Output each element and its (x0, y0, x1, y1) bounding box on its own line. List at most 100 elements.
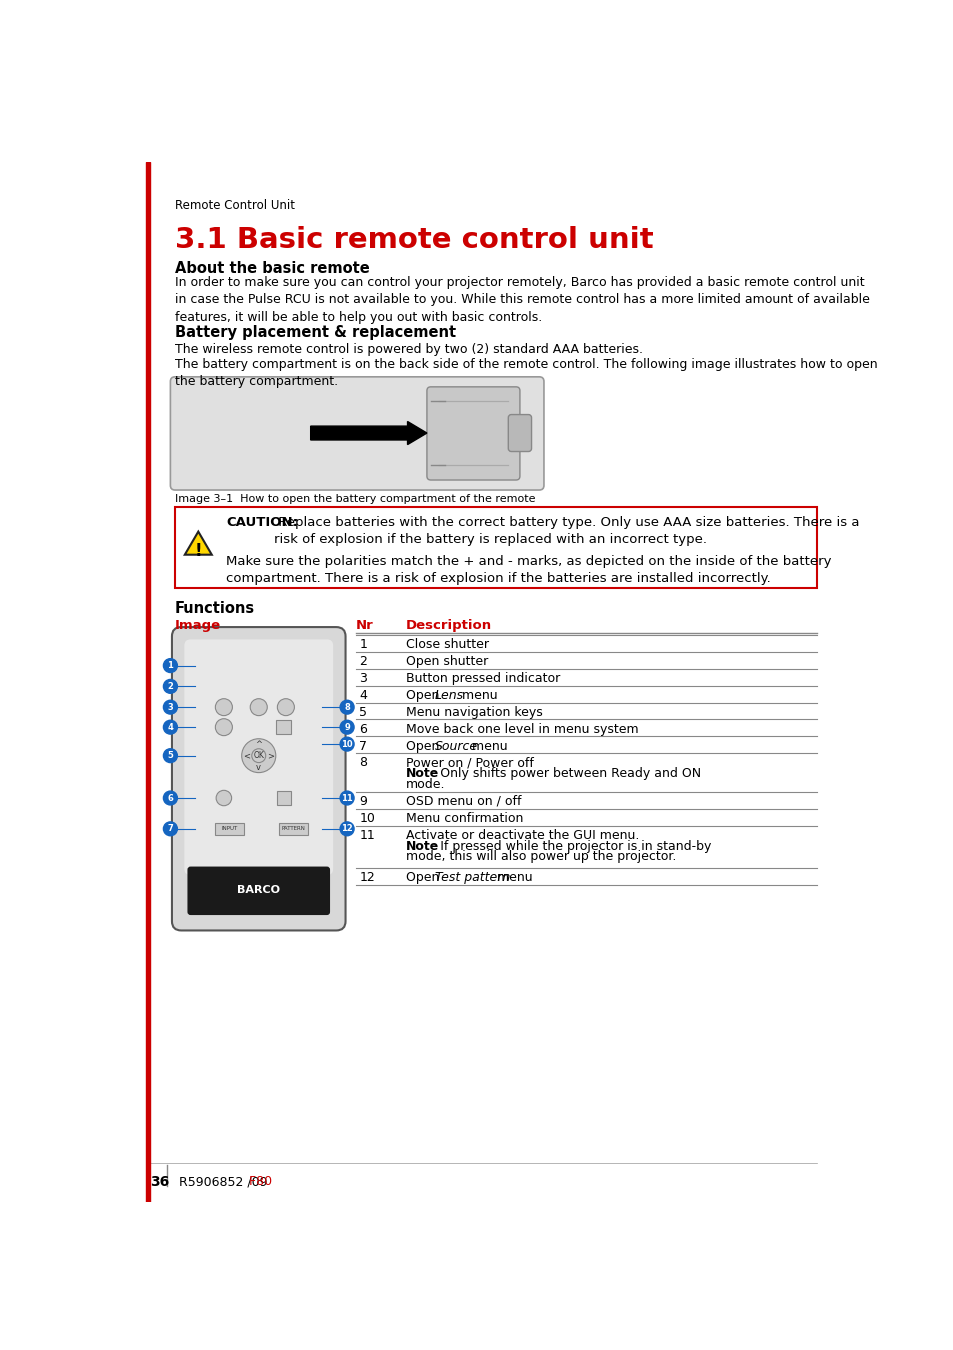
Text: 6: 6 (359, 722, 367, 736)
Circle shape (163, 822, 177, 836)
Text: 2: 2 (168, 682, 173, 691)
FancyArrow shape (311, 421, 427, 444)
Text: Open: Open (406, 688, 443, 702)
FancyBboxPatch shape (508, 414, 531, 451)
Circle shape (215, 718, 233, 736)
Text: 3: 3 (359, 672, 367, 684)
Text: 11: 11 (341, 794, 353, 802)
Circle shape (340, 822, 354, 836)
Text: CAUTION:: CAUTION: (226, 516, 298, 529)
Circle shape (340, 791, 354, 805)
Text: OSD menu on / off: OSD menu on / off (406, 795, 521, 807)
Text: Replace batteries with the correct battery type. Only use AAA size batteries. Th: Replace batteries with the correct batte… (274, 516, 859, 547)
Text: : Only shifts power between Ready and ON: : Only shifts power between Ready and ON (432, 767, 700, 780)
Text: menu: menu (493, 871, 533, 884)
Circle shape (277, 699, 294, 716)
FancyBboxPatch shape (174, 508, 816, 587)
Text: 5: 5 (168, 751, 173, 760)
Circle shape (241, 738, 275, 772)
Text: 3: 3 (168, 702, 173, 711)
Bar (277, 791, 291, 805)
FancyBboxPatch shape (184, 640, 333, 875)
Text: 7: 7 (168, 825, 173, 833)
Text: ^: ^ (255, 740, 262, 749)
Text: : If pressed while the projector is in stand-by: : If pressed while the projector is in s… (432, 840, 710, 853)
Circle shape (163, 659, 177, 672)
Text: >: > (267, 751, 274, 760)
Bar (275, 721, 291, 734)
Polygon shape (185, 532, 212, 555)
FancyBboxPatch shape (171, 377, 543, 490)
Text: OK: OK (253, 751, 264, 760)
Circle shape (340, 701, 354, 714)
Circle shape (340, 721, 354, 734)
Circle shape (163, 701, 177, 714)
Text: 12: 12 (341, 825, 353, 833)
Text: 1: 1 (359, 637, 367, 651)
Text: Note: Note (406, 840, 438, 853)
Text: The battery compartment is on the back side of the remote control. The following: The battery compartment is on the back s… (174, 358, 877, 387)
FancyBboxPatch shape (427, 387, 519, 481)
Text: Button pressed indicator: Button pressed indicator (406, 672, 559, 684)
Text: The wireless remote control is powered by two (2) standard AAA batteries.: The wireless remote control is powered b… (174, 343, 642, 356)
Text: Open shutter: Open shutter (406, 655, 488, 668)
Text: <: < (243, 751, 251, 760)
Text: Source: Source (435, 740, 477, 752)
Text: PATTERN: PATTERN (281, 826, 305, 832)
Circle shape (163, 679, 177, 694)
Text: Battery placement & replacement: Battery placement & replacement (174, 325, 456, 340)
Text: Open: Open (406, 740, 443, 752)
Text: Nr: Nr (355, 620, 373, 632)
Text: 6: 6 (168, 794, 173, 802)
Text: Menu navigation keys: Menu navigation keys (406, 706, 542, 718)
Text: 7: 7 (359, 740, 367, 752)
Text: INPUT: INPUT (221, 826, 237, 832)
Circle shape (163, 721, 177, 734)
Text: 36: 36 (150, 1176, 170, 1189)
Text: v: v (256, 763, 261, 772)
Bar (146, 162, 150, 1202)
Text: 8: 8 (359, 756, 367, 770)
Text: 10: 10 (359, 811, 375, 825)
Text: Lens: Lens (435, 688, 463, 702)
Text: In order to make sure you can control your projector remotely, Barco has provide: In order to make sure you can control yo… (174, 275, 869, 324)
Text: 5: 5 (359, 706, 367, 718)
Circle shape (250, 699, 267, 716)
Circle shape (163, 791, 177, 805)
Text: Image: Image (174, 620, 221, 632)
Text: R5906852 /09: R5906852 /09 (179, 1176, 267, 1188)
Text: 11: 11 (359, 829, 375, 842)
Circle shape (340, 737, 354, 751)
Circle shape (215, 699, 233, 716)
Text: mode.: mode. (406, 778, 445, 791)
Text: BARCO: BARCO (237, 886, 280, 895)
Text: Image 3–1  How to open the battery compartment of the remote: Image 3–1 How to open the battery compar… (174, 494, 535, 504)
Text: Functions: Functions (174, 601, 254, 616)
Text: Test pattern: Test pattern (435, 871, 510, 884)
Bar (278, 822, 308, 836)
Text: 9: 9 (344, 722, 350, 732)
Text: 1: 1 (168, 662, 173, 670)
Text: Close shutter: Close shutter (406, 637, 489, 651)
Text: 4: 4 (359, 688, 367, 702)
Text: Menu confirmation: Menu confirmation (406, 811, 523, 825)
Text: 3.1 Basic remote control unit: 3.1 Basic remote control unit (174, 225, 653, 254)
Text: 8: 8 (344, 702, 350, 711)
Text: 10: 10 (341, 740, 353, 749)
Text: Power on / Power off: Power on / Power off (406, 756, 534, 770)
Text: 12: 12 (359, 871, 375, 884)
Text: Move back one level in menu system: Move back one level in menu system (406, 722, 638, 736)
Text: 4: 4 (168, 722, 173, 732)
Text: Description: Description (406, 620, 492, 632)
Text: !: ! (194, 541, 202, 560)
Text: F80: F80 (245, 1176, 272, 1188)
FancyBboxPatch shape (187, 867, 330, 915)
Text: About the basic remote: About the basic remote (174, 261, 370, 275)
Text: 2: 2 (359, 655, 367, 668)
Text: Make sure the polarities match the + and - marks, as depicted on the inside of t: Make sure the polarities match the + and… (226, 555, 831, 585)
Text: mode, this will also power up the projector.: mode, this will also power up the projec… (406, 850, 676, 864)
Text: menu: menu (468, 740, 508, 752)
Circle shape (163, 749, 177, 763)
Circle shape (252, 749, 266, 763)
Text: Open: Open (406, 871, 443, 884)
